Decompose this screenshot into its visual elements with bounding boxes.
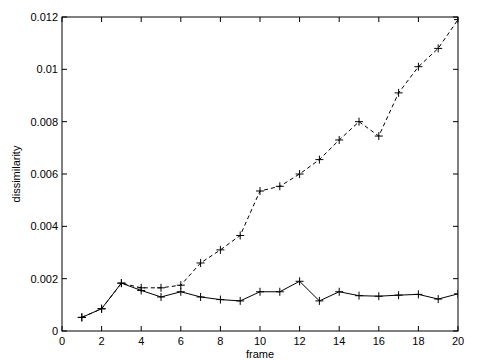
data-group: [78, 17, 458, 321]
marker: [315, 297, 323, 305]
y-tick: [62, 121, 67, 122]
x-tick-top: [220, 17, 221, 22]
x-tick: [220, 326, 221, 331]
x-tick-top: [101, 17, 102, 22]
x-tick-label: 14: [333, 335, 345, 347]
x-tick-top: [299, 17, 300, 22]
x-tick: [180, 326, 181, 331]
marker: [98, 305, 106, 313]
x-tick-label: 10: [254, 335, 266, 347]
marker: [395, 89, 403, 97]
y-tick: [62, 69, 67, 70]
series-line: [82, 20, 458, 318]
y-tick: [62, 226, 67, 227]
marker: [395, 291, 403, 299]
marker: [117, 279, 125, 287]
x-tick: [141, 326, 142, 331]
y-tick-label: 0.002: [30, 273, 58, 285]
y-tick: [62, 174, 67, 175]
x-tick-top: [260, 17, 261, 22]
x-tick-label: 16: [373, 335, 385, 347]
y-tick-label: 0.01: [37, 63, 58, 75]
y-tick-label: 0.012: [30, 11, 58, 23]
marker: [157, 284, 165, 292]
marker: [197, 293, 205, 301]
marker: [276, 288, 284, 296]
marker: [236, 231, 244, 239]
x-tick: [378, 326, 379, 331]
y-tick-right: [453, 121, 458, 122]
x-tick-label: 6: [178, 335, 184, 347]
marker: [296, 170, 304, 178]
x-tick-top: [378, 17, 379, 22]
marker: [78, 313, 86, 321]
marker: [276, 182, 284, 190]
x-tick: [418, 326, 419, 331]
marker: [157, 293, 165, 301]
marker: [216, 296, 224, 304]
marker: [236, 297, 244, 305]
marker: [434, 44, 442, 52]
x-tick-label: 18: [412, 335, 424, 347]
y-tick-right: [453, 174, 458, 175]
marker: [375, 132, 383, 140]
x-tick: [101, 326, 102, 331]
x-tick-label: 0: [59, 335, 65, 347]
marker: [335, 288, 343, 296]
y-tick: [62, 278, 67, 279]
chart-svg: 0 2 4 6 8 10 12 14 16 18 20 0 0.002 0.004 0.006 0.008 0.…: [0, 0, 499, 360]
marker: [78, 313, 86, 321]
x-tick-label: 2: [99, 335, 105, 347]
marker: [177, 288, 185, 296]
marker: [117, 279, 125, 287]
marker: [414, 63, 422, 71]
x-tick: [299, 326, 300, 331]
y-tick-label: 0.008: [30, 116, 58, 128]
marker: [454, 17, 458, 24]
y-axis-label: dissimilarity: [10, 145, 22, 202]
x-tick: [260, 326, 261, 331]
marker: [256, 187, 264, 195]
x-tick-label: 8: [217, 335, 223, 347]
marker: [315, 156, 323, 164]
marker: [414, 290, 422, 298]
marker: [197, 259, 205, 267]
marker: [434, 295, 442, 303]
series-line: [82, 281, 458, 317]
plot-background: [62, 17, 458, 331]
x-tick-top: [418, 17, 419, 22]
y-tick-right: [453, 69, 458, 70]
plot-frame: [62, 17, 458, 331]
marker: [375, 292, 383, 300]
x-tick-label: 20: [452, 335, 464, 347]
y-tick-label: 0: [52, 325, 58, 337]
y-tick-right: [453, 226, 458, 227]
marker: [335, 136, 343, 144]
x-tick-label: 4: [138, 335, 144, 347]
marker: [454, 290, 458, 298]
marker: [216, 246, 224, 254]
marker: [355, 292, 363, 300]
x-axis-label: frame: [246, 348, 274, 360]
marker: [296, 277, 304, 285]
marker: [98, 305, 106, 313]
y-tick-label: 0.006: [30, 168, 58, 180]
marker: [137, 286, 145, 294]
x-tick: [339, 326, 340, 331]
y-tick-right: [453, 278, 458, 279]
chart-container: 0 2 4 6 8 10 12 14 16 18 20 0 0.002 0.004 0.006 0.008 0.…: [0, 0, 499, 360]
marker: [256, 288, 264, 296]
x-tick-label: 12: [293, 335, 305, 347]
x-tick-top: [339, 17, 340, 22]
marker: [355, 118, 363, 126]
x-tick-top: [141, 17, 142, 22]
y-tick-label: 0.004: [30, 220, 58, 232]
x-tick-top: [180, 17, 181, 22]
